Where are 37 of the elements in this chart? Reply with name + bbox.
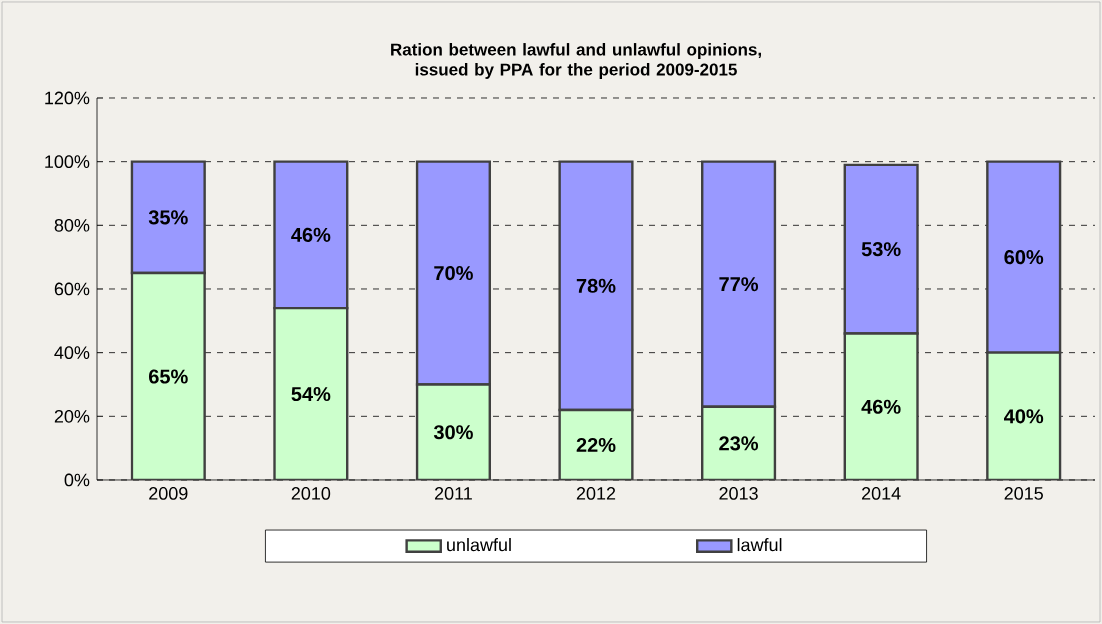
chart-title: Ration between lawful and unlawful opinions, issued by PPA for the period 2009-2015: [391, 43, 761, 79]
legend-label: lawful: [737, 538, 782, 552]
data-label: 53%: [861, 242, 901, 257]
data-label: 78%: [576, 278, 616, 293]
data-label: 22%: [576, 437, 616, 453]
data-label: 35%: [148, 210, 188, 225]
y-tick-label: 40%: [54, 346, 90, 360]
x-tick-label: 2009: [149, 487, 188, 500]
y-tick-label: 120%: [45, 91, 90, 105]
x-tick-label: 2014: [862, 487, 901, 500]
y-tick-label: 0%: [64, 473, 90, 487]
bar: [273, 306, 349, 480]
y-tick-label: 20%: [54, 409, 90, 423]
data-label: 65%: [149, 369, 188, 384]
data-label: 70%: [434, 265, 473, 281]
y-tick-label: 80%: [54, 218, 90, 232]
x-tick-label: 2012: [576, 487, 616, 500]
bar: [701, 405, 777, 480]
x-tick-label: 2011: [434, 487, 472, 500]
data-label: 77%: [719, 277, 759, 292]
data-label: 40%: [1004, 409, 1044, 424]
data-label: 23%: [719, 436, 759, 451]
data-label: 54%: [291, 386, 331, 402]
bar: [415, 383, 491, 480]
bar: [986, 351, 1062, 480]
data-label: 46%: [861, 399, 901, 414]
x-tick-label: 2015: [1004, 487, 1043, 500]
y-tick-label: 60%: [54, 282, 90, 296]
x-tick-label: 2010: [291, 487, 331, 500]
data-label: 46%: [291, 227, 331, 242]
x-tick-label: 2013: [719, 487, 758, 500]
bar: [843, 332, 919, 480]
data-label: 30%: [433, 425, 473, 440]
legend-label: unlawful: [447, 538, 511, 552]
y-tick-label: 100%: [45, 155, 90, 169]
bar: [130, 271, 206, 480]
data-label: 60%: [1004, 250, 1044, 265]
